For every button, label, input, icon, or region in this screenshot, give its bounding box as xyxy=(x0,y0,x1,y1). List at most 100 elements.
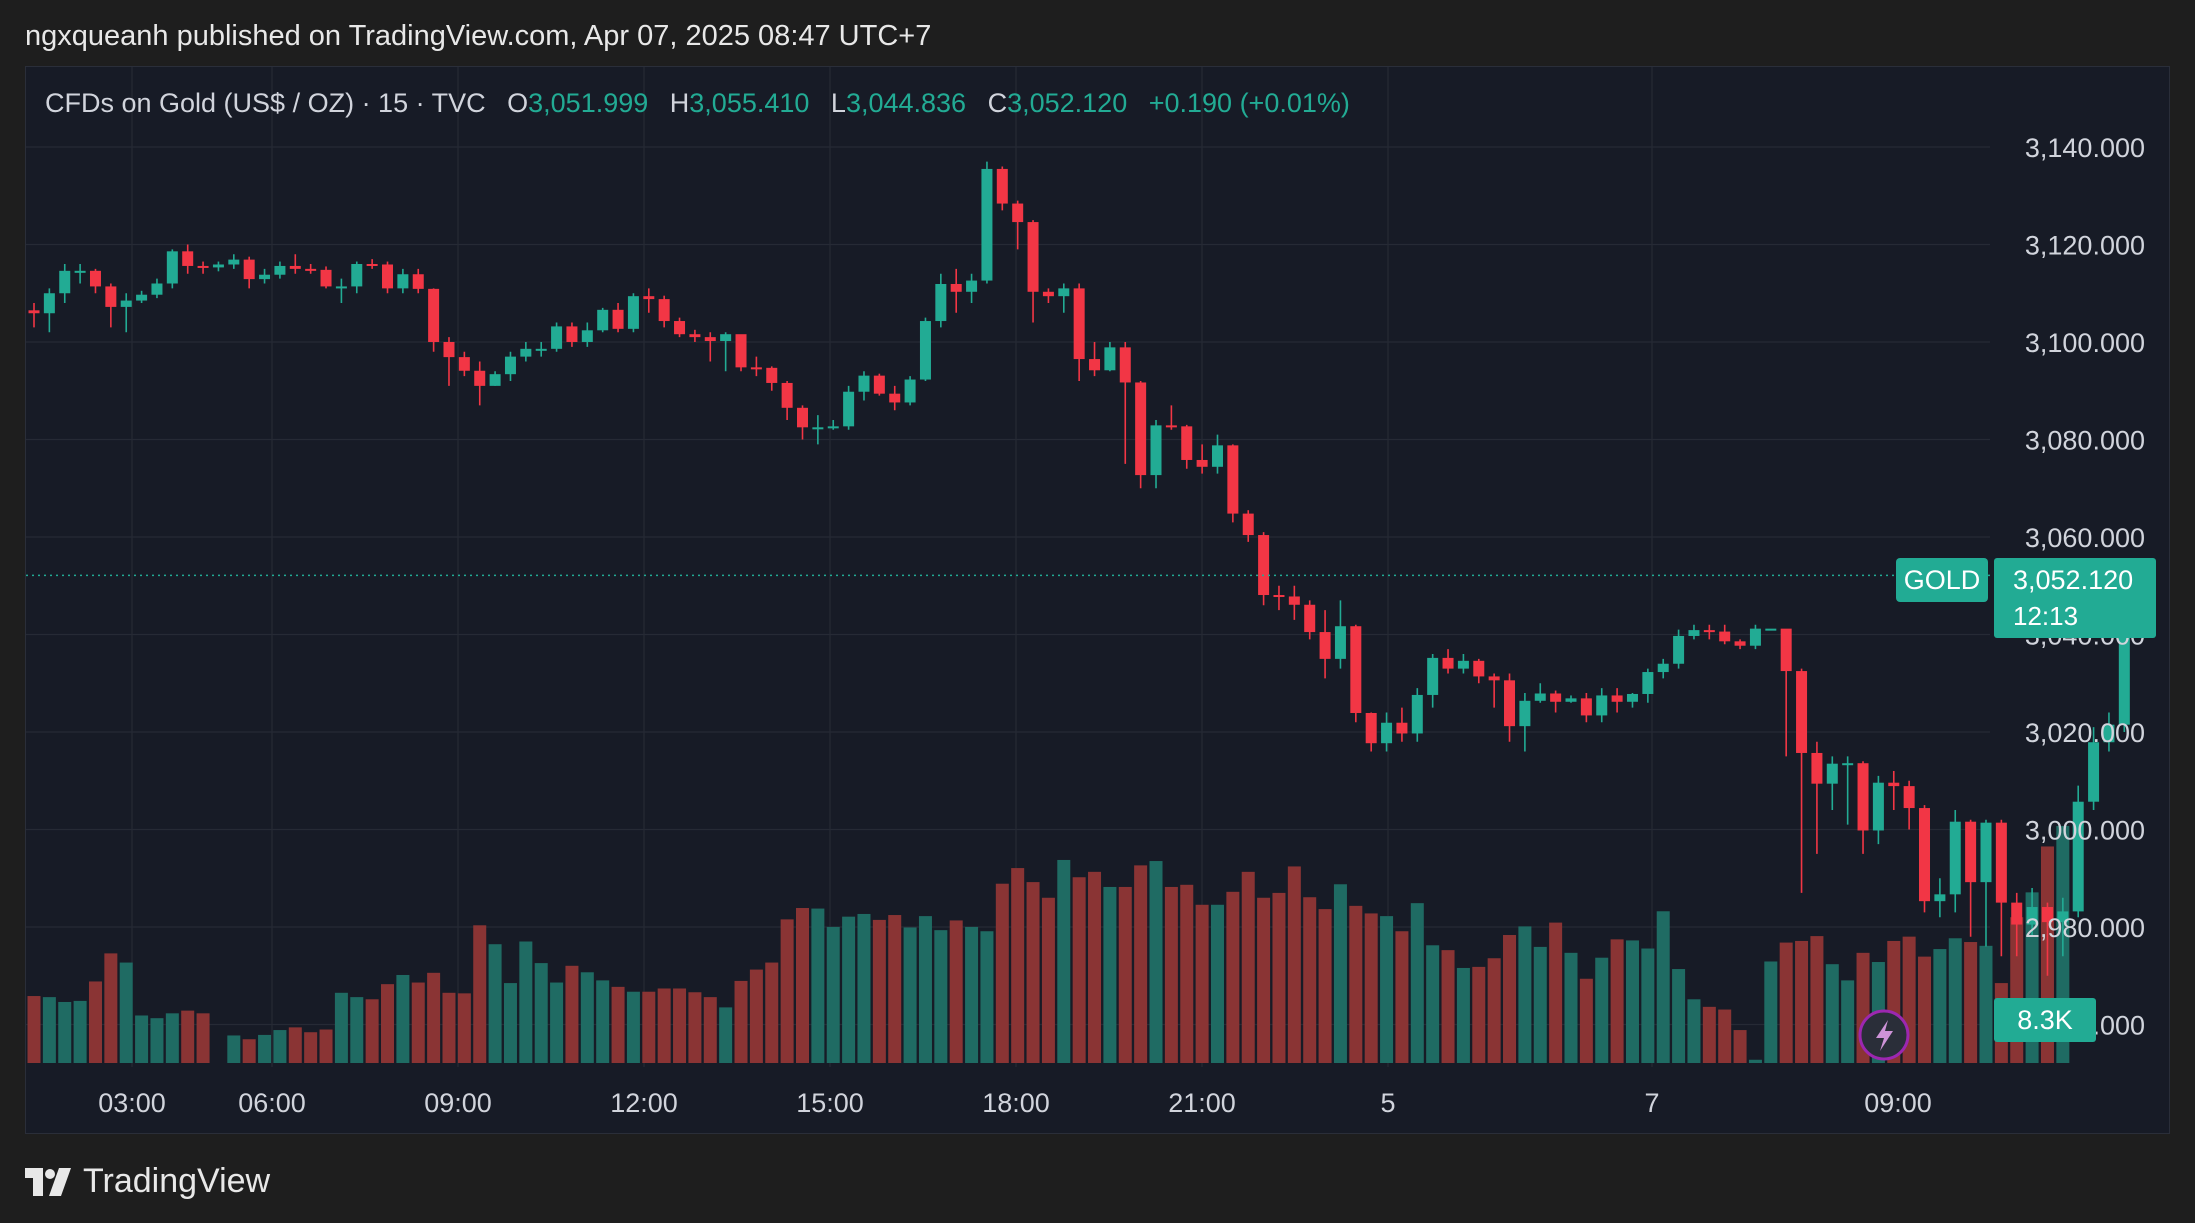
candle xyxy=(428,288,440,352)
volume-bar xyxy=(965,926,979,1063)
candle-body xyxy=(1042,291,1054,297)
candle-body xyxy=(105,286,117,307)
volume-bar xyxy=(365,999,379,1063)
volume-bar xyxy=(457,993,471,1063)
candle-body xyxy=(889,393,901,403)
volume-bar xyxy=(1702,1006,1716,1063)
volume-bar xyxy=(1088,871,1102,1063)
candle xyxy=(1365,712,1377,752)
candle xyxy=(1703,624,1715,640)
volume-bar xyxy=(273,1030,287,1063)
candle-body xyxy=(1642,672,1654,694)
candle-body xyxy=(843,391,855,427)
candle xyxy=(1411,688,1423,742)
candle xyxy=(1242,510,1254,542)
lightning-icon[interactable] xyxy=(1858,1009,1910,1061)
candle-body xyxy=(1580,698,1592,716)
volume-bar xyxy=(1410,903,1424,1063)
candle-body xyxy=(2072,801,2084,912)
volume-bar xyxy=(181,1010,195,1063)
candle xyxy=(1288,585,1300,620)
candle xyxy=(843,385,855,430)
candle-body xyxy=(1119,347,1131,383)
candle xyxy=(720,332,732,372)
candle xyxy=(1550,690,1562,713)
candle xyxy=(1673,629,1685,669)
candle-body xyxy=(720,334,732,342)
candle xyxy=(120,293,132,333)
candle-body xyxy=(397,274,409,289)
candle-body xyxy=(581,330,593,342)
volume-bar xyxy=(165,1013,179,1063)
candle-body xyxy=(904,379,916,403)
candle xyxy=(1811,741,1823,854)
candle-body xyxy=(1872,782,1884,831)
volume-bar xyxy=(381,984,395,1063)
volume-bar xyxy=(1918,956,1932,1063)
ticker-badge: GOLD xyxy=(1896,558,1988,602)
volume-bar xyxy=(411,982,425,1063)
volume-badge-value: 8.3K xyxy=(2017,1005,2073,1035)
candle-body xyxy=(120,300,132,307)
candle xyxy=(74,264,86,284)
candle xyxy=(950,268,962,313)
volume-bar xyxy=(749,969,763,1063)
candle-body xyxy=(320,269,332,287)
candle-body xyxy=(1565,698,1577,702)
candle-body xyxy=(1519,700,1531,727)
candle xyxy=(1196,444,1208,474)
candle-body xyxy=(212,264,224,268)
candle-body xyxy=(1488,676,1500,681)
candle xyxy=(1903,780,1915,830)
candle-body xyxy=(704,337,716,342)
tradingview-logo[interactable]: TradingView xyxy=(25,1162,270,1201)
candle xyxy=(1012,200,1024,250)
candle xyxy=(1688,624,1700,640)
volume-bar xyxy=(442,992,456,1063)
candle xyxy=(259,268,271,284)
volume-bar xyxy=(42,997,56,1063)
candle-body xyxy=(1196,459,1208,467)
candle xyxy=(489,371,501,386)
volume-bar xyxy=(611,986,625,1063)
legend-change: +0.190 (+0.01%) xyxy=(1148,88,1350,118)
chart-frame[interactable]: 3,140.000 3,120.000 3,100.000 3,080.000 3,06… xyxy=(25,66,2170,1134)
x-tick-label: 15:00 xyxy=(796,1088,864,1118)
candle xyxy=(981,161,993,284)
candle xyxy=(2103,712,2115,752)
candle-body xyxy=(1550,693,1562,702)
volume-bar xyxy=(1764,961,1778,1063)
candle-body xyxy=(1304,604,1316,633)
candle-body xyxy=(612,309,624,329)
candle xyxy=(1104,342,1116,372)
candle xyxy=(366,259,378,269)
volume-bar xyxy=(150,1018,164,1063)
price-chart[interactable]: 3,140.000 3,120.000 3,100.000 3,080.000 3,06… xyxy=(26,67,2171,1135)
candle-body xyxy=(1857,763,1869,831)
candle-body xyxy=(1073,288,1085,360)
volume-bar xyxy=(1210,904,1224,1063)
volume-bar xyxy=(534,963,548,1063)
volume-bar xyxy=(503,983,517,1063)
candle-body xyxy=(458,357,470,371)
candle xyxy=(1058,283,1070,313)
candle-body xyxy=(182,251,194,266)
candle xyxy=(1150,420,1162,489)
legend-open: 3,051.999 xyxy=(528,88,649,118)
candle-body xyxy=(2057,911,2069,923)
candle-body xyxy=(74,270,86,273)
candle xyxy=(689,329,701,342)
x-tick-label: 06:00 xyxy=(238,1088,306,1118)
volume-bar xyxy=(1625,940,1639,1063)
volume-bar xyxy=(1057,859,1071,1063)
volume-bar xyxy=(1810,936,1824,1063)
candle xyxy=(1765,628,1777,631)
candle xyxy=(1319,610,1331,679)
candle xyxy=(105,283,117,328)
candle xyxy=(2041,902,2053,976)
candle-body xyxy=(1995,822,2007,903)
volume-bar xyxy=(1595,957,1609,1063)
candle-body xyxy=(1811,752,1823,784)
candle-body xyxy=(1319,632,1331,659)
volume-bar xyxy=(1503,935,1517,1063)
